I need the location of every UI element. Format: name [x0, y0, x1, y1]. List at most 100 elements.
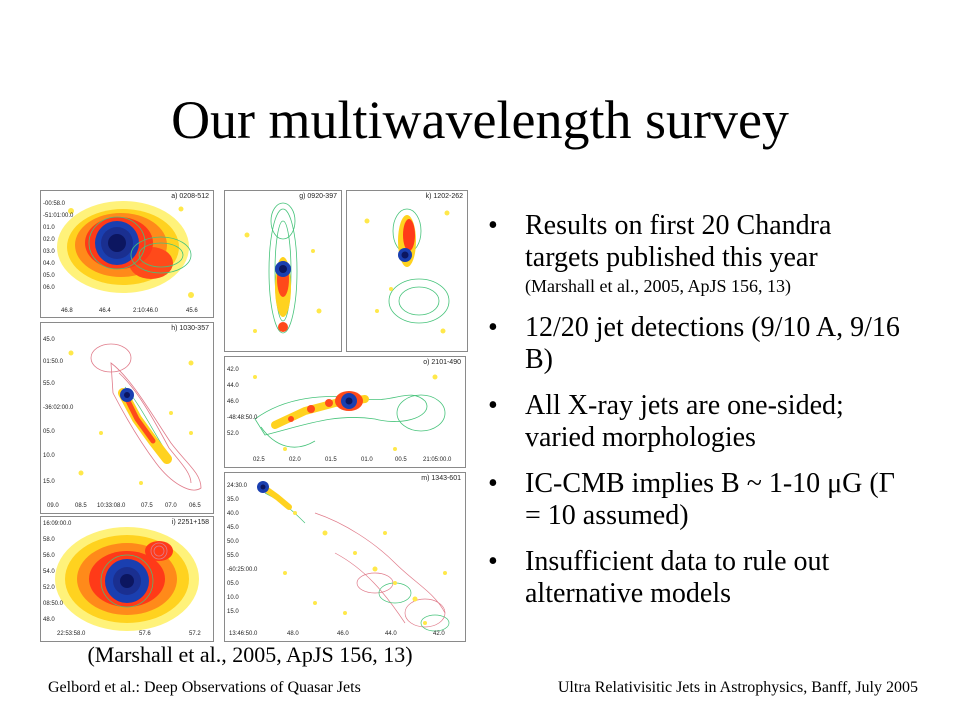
- x-tick: 06.5: [189, 503, 201, 509]
- y-tick: 50.0: [227, 539, 239, 545]
- y-tick: 45.0: [43, 337, 55, 343]
- panel-label: i) 2251+158: [171, 519, 209, 526]
- bullet-text: All X-ray jets are one-sided; varied mor…: [525, 390, 844, 453]
- y-tick: 48.0: [43, 617, 55, 623]
- y-tick: 44.0: [227, 383, 239, 389]
- xray-map-0208-512: [57, 195, 209, 307]
- y-tick: 15.0: [43, 479, 55, 485]
- bullet-text: 12/20 jet detections (9/10 A, 9/16 B): [525, 312, 900, 375]
- image-panel-1030-357: h) 1030-357 45.0 01:50.0 55.0 -36:02:00.…: [40, 322, 214, 514]
- bullet-marker: •: [488, 468, 498, 499]
- y-tick: 05.0: [43, 273, 55, 279]
- x-tick: 46.4: [99, 308, 111, 314]
- panel-label: h) 1030-357: [171, 325, 209, 332]
- y-tick: 24:30.0: [227, 483, 248, 489]
- footer-right: Ultra Relativisitic Jets in Astrophysics…: [557, 679, 918, 696]
- y-tick: 05.0: [227, 581, 239, 587]
- panel-label: o) 2101-490: [423, 359, 461, 366]
- bullet-marker: •: [488, 210, 498, 241]
- bullet-text: IC-CMB implies B ~ 1-10 μG (Γ = 10 assum…: [525, 468, 895, 531]
- y-tick: -60:25:00.0: [227, 567, 258, 573]
- y-tick: 58.0: [43, 537, 55, 543]
- y-tick: 55.0: [43, 381, 55, 387]
- image-panel-0920-397: g) 0920-397: [224, 190, 342, 352]
- bullet-marker: •: [488, 546, 498, 577]
- y-tick: 03.0: [43, 249, 55, 255]
- y-tick: 46.0: [227, 399, 239, 405]
- y-tick: 52.0: [227, 431, 239, 437]
- figure-caption: (Marshall et al., 2005, ApJS 156, 13): [87, 642, 413, 667]
- y-tick: 15.0: [227, 609, 239, 615]
- xray-map-2251-158: [55, 527, 199, 631]
- y-tick: 45.0: [227, 525, 239, 531]
- x-tick: 45.6: [186, 308, 198, 314]
- x-tick: 21:05:00.0: [423, 457, 452, 463]
- xray-map-1202-262: [364, 208, 450, 334]
- y-tick: 55.0: [227, 553, 239, 559]
- y-tick: -48:48:50.0: [227, 415, 258, 421]
- y-tick: 54.0: [43, 569, 55, 575]
- bullet-item: • IC-CMB implies B ~ 1-10 μG (Γ = 10 ass…: [482, 468, 912, 532]
- y-tick: 01.0: [43, 225, 55, 231]
- image-panel-2251-158: i) 2251+158 16:09:00.0 58.0 56.0 54.0 52…: [40, 516, 214, 642]
- x-tick: 02.5: [253, 457, 265, 463]
- y-tick: 35.0: [227, 497, 239, 503]
- xray-map-1343-601: [257, 481, 450, 632]
- y-tick: -36:02:00.0: [43, 405, 74, 411]
- bullet-text: Insufficient data to rule out alternativ…: [525, 546, 830, 609]
- x-tick: 44.0: [385, 631, 397, 637]
- panel-label: m) 1343-601: [421, 475, 461, 482]
- x-tick: 22:53:58.0: [57, 631, 86, 637]
- x-tick: 02.0: [289, 457, 301, 463]
- x-tick: 48.0: [287, 631, 299, 637]
- bullet-item: • All X-ray jets are one-sided; varied m…: [482, 390, 912, 454]
- x-tick: 01.0: [361, 457, 373, 463]
- x-tick: 01.5: [325, 457, 337, 463]
- image-panel-1202-262: k) 1202-262: [346, 190, 468, 352]
- y-tick: 05.0: [43, 429, 55, 435]
- x-tick: 07.0: [165, 503, 177, 509]
- xray-map-2101-490: [253, 374, 446, 451]
- y-tick: 56.0: [43, 553, 55, 559]
- bullet-item: • Results on first 20 Chandra targets pu…: [482, 210, 912, 298]
- xray-map-0920-397: [244, 202, 322, 334]
- y-tick: 52.0: [43, 585, 55, 591]
- bullet-item: • 12/20 jet detections (9/10 A, 9/16 B): [482, 312, 912, 376]
- x-tick: 08.5: [75, 503, 87, 509]
- y-tick: 10.0: [227, 595, 239, 601]
- x-tick: 46.8: [61, 308, 73, 314]
- footer-left: Gelbord et al.: Deep Observations of Qua…: [48, 679, 361, 696]
- bullet-list: • Results on first 20 Chandra targets pu…: [482, 210, 912, 624]
- xray-map-1030-357: [68, 343, 202, 491]
- x-tick: 10:33:08.0: [97, 503, 126, 509]
- image-panel-0208-512: a) 0208-512 -00:58.0 -51:01:00.0 01.0 02…: [40, 190, 214, 318]
- panel-label: g) 0920-397: [299, 193, 337, 200]
- bullet-subtext: (Marshall et al., 2005, ApJS 156, 13): [525, 276, 791, 296]
- y-tick: 01:50.0: [43, 359, 64, 365]
- x-tick: 57.2: [189, 631, 201, 637]
- y-tick: 40.0: [227, 511, 239, 517]
- bullet-item: • Insufficient data to rule out alternat…: [482, 546, 912, 610]
- image-panel-1343-601: m) 1343-601 24:30.0 35.0 40.0 45.0 50.0 …: [224, 472, 466, 642]
- y-tick: 10.0: [43, 453, 55, 459]
- y-tick: 08:50.0: [43, 601, 64, 607]
- x-tick: 46.0: [337, 631, 349, 637]
- panel-label: a) 0208-512: [171, 193, 209, 200]
- y-tick: -00:58.0: [43, 201, 66, 207]
- y-tick: -51:01:00.0: [43, 213, 74, 219]
- bullet-text: Results on first 20 Chandra targets publ…: [525, 210, 832, 273]
- x-tick: 13:46:50.0: [229, 631, 258, 637]
- x-tick: 42.0: [433, 631, 445, 637]
- bullet-marker: •: [488, 312, 498, 343]
- y-tick: 02.0: [43, 237, 55, 243]
- y-tick: 42.0: [227, 367, 239, 373]
- x-tick: 07.5: [141, 503, 153, 509]
- x-tick: 57.6: [139, 631, 151, 637]
- y-tick: 04.0: [43, 261, 55, 267]
- slide-title: Our multiwavelength survey: [171, 90, 789, 150]
- x-tick: 09.0: [47, 503, 59, 509]
- panel-label: k) 1202-262: [425, 193, 463, 200]
- bullet-marker: •: [488, 390, 498, 421]
- image-panel-2101-490: o) 2101-490 42.0 44.0 46.0 -48:48:50.0 5…: [224, 356, 466, 468]
- y-tick: 06.0: [43, 285, 55, 291]
